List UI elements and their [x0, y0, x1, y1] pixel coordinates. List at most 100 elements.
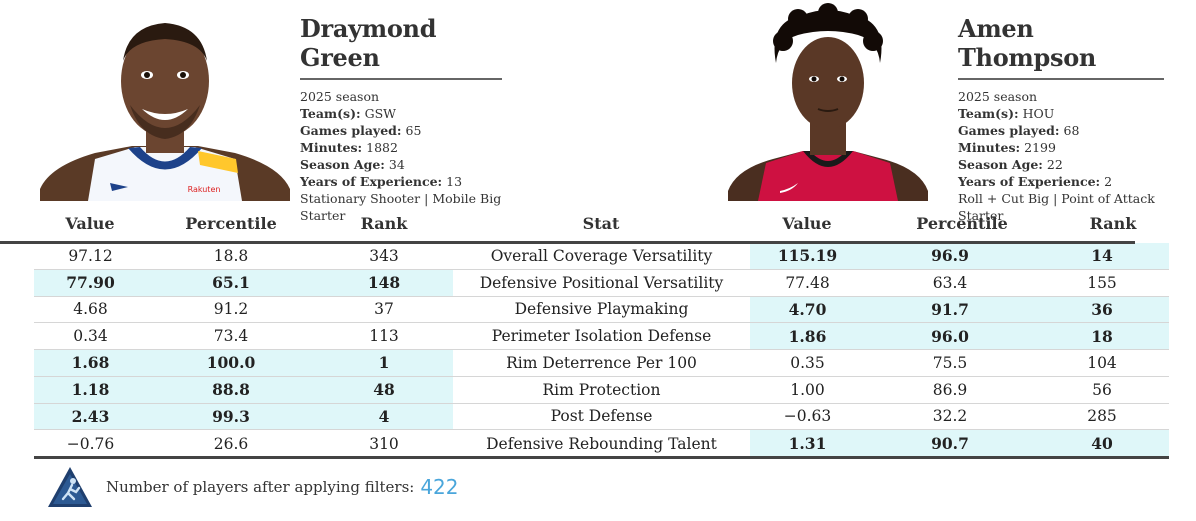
left-player-meta: 2025 season Team(s): GSW Games played: 6…	[300, 88, 550, 224]
table-bottom-border	[34, 456, 1169, 459]
right-age: 22	[1046, 157, 1063, 172]
filter-count-value: 422	[420, 475, 459, 499]
right-games-label: Games played:	[958, 123, 1060, 138]
right-pct-cell: 75.5	[932, 353, 968, 372]
stat-name-cell: Overall Coverage Versatility	[490, 246, 713, 265]
left-value-cell: 1.68	[34, 350, 147, 376]
right-value-cell: 1.31	[750, 430, 865, 457]
left-pct-cell: 73.4	[213, 327, 249, 346]
header-left-value[interactable]: Value	[65, 214, 115, 233]
right-player-card: Amen Thompson 2025 season Team(s): HOU G…	[700, 0, 1196, 223]
left-rank-cell: 48	[315, 376, 453, 403]
left-rank-cell: 113	[369, 327, 399, 346]
left-rank-cell: 4	[315, 403, 453, 430]
left-minutes: 1882	[366, 140, 398, 155]
left-age: 34	[388, 157, 405, 172]
header-stat[interactable]: Stat	[582, 214, 620, 233]
header-divider	[0, 241, 1135, 244]
table-header: Value Percentile Rank Stat Value Percent…	[34, 210, 1169, 243]
header-left-rank[interactable]: Rank	[360, 214, 408, 233]
right-pct-cell: 86.9	[932, 380, 968, 399]
left-minutes-label: Minutes:	[300, 140, 363, 155]
right-value-cell: 77.48	[785, 273, 830, 292]
left-season: 2025 season	[300, 89, 380, 104]
left-value-cell: 77.90	[34, 269, 147, 296]
left-exp: 13	[446, 174, 463, 189]
right-value-cell: 1.00	[790, 380, 825, 399]
right-archetype: Roll + Cut Big | Point of Attack	[958, 191, 1155, 206]
filter-count-label: Number of players after applying filters…	[106, 478, 415, 496]
table-row[interactable]: 4.68 91.2 37 Defensive Playmaking 4.70 91.7 36	[34, 296, 1169, 324]
left-age-label: Season Age:	[300, 157, 385, 172]
right-games: 68	[1063, 123, 1080, 138]
right-rank-cell: 36	[1035, 296, 1169, 323]
left-rank-cell: 1	[315, 350, 453, 376]
left-value-cell: 0.34	[73, 327, 108, 346]
right-value-cell: 0.35	[790, 353, 825, 372]
right-rank-cell: 56	[1092, 380, 1112, 399]
right-minutes-label: Minutes:	[958, 140, 1021, 155]
left-pct-cell: 88.8	[147, 376, 315, 403]
triangle-player-logo-icon	[48, 467, 92, 507]
right-exp-label: Years of Experience:	[958, 174, 1101, 189]
table-body: 97.12 18.8 343 Overall Coverage Versatility…	[34, 243, 1169, 457]
header-right-value[interactable]: Value	[782, 214, 832, 233]
right-player-name: Amen Thompson	[958, 14, 1164, 80]
left-games: 65	[405, 123, 422, 138]
left-rank-cell: 148	[315, 269, 453, 296]
left-value-cell: 4.68	[73, 300, 108, 319]
right-value-cell: 1.86	[750, 323, 865, 349]
right-role: Starter	[958, 208, 1004, 223]
stat-name-cell: Post Defense	[550, 407, 653, 426]
header-left-percentile[interactable]: Percentile	[185, 214, 277, 233]
stat-name-cell: Defensive Playmaking	[514, 300, 689, 319]
table-row[interactable]: 2.43 99.3 4 Post Defense −0.63 32.2 285	[34, 403, 1169, 431]
table-row[interactable]: 1.68 100.0 1 Rim Deterrence Per 100 0.35 75.5…	[34, 350, 1169, 377]
right-player-photo	[728, 1, 928, 201]
left-archetype: Stationary Shooter | Mobile Big	[300, 191, 502, 206]
right-pct-cell: 96.9	[865, 243, 1035, 269]
table-row[interactable]: 77.90 65.1 148 Defensive Positional Versati…	[34, 269, 1169, 297]
table-row[interactable]: 97.12 18.8 343 Overall Coverage Versatility…	[34, 243, 1169, 270]
left-teams-label: Team(s):	[300, 106, 361, 121]
right-age-label: Season Age:	[958, 157, 1043, 172]
table-row[interactable]: −0.76 26.6 310 Defensive Rebounding Talent 1…	[34, 430, 1169, 457]
left-player-name: Draymond Green	[300, 14, 502, 80]
left-pct-cell: 18.8	[213, 246, 249, 265]
right-rank-cell: 285	[1087, 407, 1117, 426]
header-right-rank[interactable]: Rank	[1089, 214, 1137, 233]
right-value-cell: 4.70	[750, 296, 865, 323]
left-role: Starter	[300, 208, 346, 223]
right-pct-cell: 63.4	[932, 273, 968, 292]
left-exp-label: Years of Experience:	[300, 174, 443, 189]
left-value-cell: 1.18	[34, 376, 147, 403]
left-pct-cell: 65.1	[147, 269, 315, 296]
left-value-cell: 2.43	[34, 403, 147, 430]
right-rank-cell: 18	[1035, 323, 1169, 349]
right-teams-label: Team(s):	[958, 106, 1019, 121]
stat-name-cell: Perimeter Isolation Defense	[491, 327, 712, 346]
table-row[interactable]: 1.18 88.8 48 Rim Protection 1.00 86.9 56	[34, 376, 1169, 404]
right-pct-cell: 91.7	[865, 296, 1035, 323]
right-rank-cell: 104	[1087, 353, 1117, 372]
table-row[interactable]: 0.34 73.4 113 Perimeter Isolation Defense 1.…	[34, 323, 1169, 350]
right-player-meta: 2025 season Team(s): HOU Games played: 6…	[958, 88, 1196, 224]
stat-name-cell: Rim Protection	[542, 380, 661, 399]
right-minutes: 2199	[1024, 140, 1056, 155]
footer: Number of players after applying filters…	[46, 465, 459, 509]
right-pct-cell: 90.7	[865, 430, 1035, 457]
left-player-card: Rakuten Draymond Green 2025 season Team(…	[0, 0, 560, 223]
right-teams: HOU	[1022, 106, 1055, 121]
left-rank-cell: 37	[374, 300, 394, 319]
right-exp: 2	[1104, 174, 1113, 189]
stat-name-cell: Rim Deterrence Per 100	[506, 353, 697, 372]
right-pct-cell: 32.2	[932, 407, 968, 426]
right-pct-cell: 96.0	[865, 323, 1035, 349]
right-rank-cell: 40	[1035, 430, 1169, 457]
left-pct-cell: 26.6	[213, 434, 249, 453]
svg-text:Rakuten: Rakuten	[188, 185, 221, 194]
left-player-photo: Rakuten	[40, 1, 290, 201]
header-right-percentile[interactable]: Percentile	[916, 214, 1008, 233]
right-rank-cell: 155	[1087, 273, 1117, 292]
right-value-cell: 115.19	[750, 243, 865, 269]
